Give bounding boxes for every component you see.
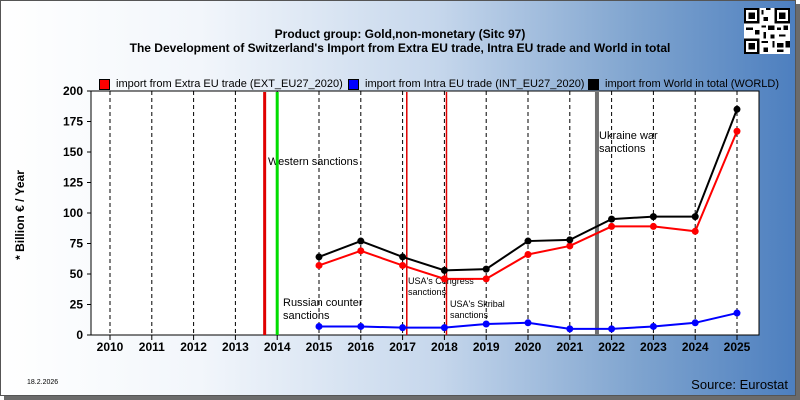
qr-code-icon xyxy=(744,8,790,54)
event-label-1: Russian counter sanctions xyxy=(283,297,363,322)
data-point-s2-2015 xyxy=(315,253,323,261)
data-point-s1-2023 xyxy=(649,322,657,330)
event-label-2: USA's Congress sanctions xyxy=(408,276,474,297)
legend-item-extra-eu: import from Extra EU trade (EXT_EU27_202… xyxy=(99,77,343,91)
x-tick-label-2019: 2019 xyxy=(473,340,500,354)
data-point-s1-2017 xyxy=(399,324,407,332)
data-point-s0-2022 xyxy=(608,222,616,230)
x-tick-label-2024: 2024 xyxy=(682,340,709,354)
y-tick-label-75: 75 xyxy=(70,237,84,251)
data-point-s0-2018 xyxy=(440,275,448,283)
data-point-s1-2016 xyxy=(357,322,365,330)
x-tick-label-2023: 2023 xyxy=(640,340,667,354)
data-point-s2-2023 xyxy=(649,213,657,221)
y-tick-label-50: 50 xyxy=(70,267,84,281)
legend: import from Extra EU trade (EXT_EU27_202… xyxy=(0,0,800,100)
legend-item-intra-eu: import from Intra EU trade (INT_EU27_202… xyxy=(348,77,584,91)
data-point-s2-2019 xyxy=(482,265,490,273)
y-tick-label-150: 150 xyxy=(63,145,83,159)
data-point-s1-2019 xyxy=(482,320,490,328)
x-tick-label-2013: 2013 xyxy=(222,340,249,354)
x-tick-label-2014: 2014 xyxy=(264,340,291,354)
chart-title: Product group: Gold,non-monetary (Sitc 9… xyxy=(274,27,526,41)
data-point-s2-2022 xyxy=(608,215,616,223)
data-point-s2-2020 xyxy=(524,237,532,245)
x-tick-label-2025: 2025 xyxy=(724,340,751,354)
x-tick-label-2015: 2015 xyxy=(306,340,333,354)
y-tick-label-125: 125 xyxy=(63,176,83,190)
y-tick-label-100: 100 xyxy=(63,206,83,220)
data-point-s2-2018 xyxy=(440,266,448,274)
plot-area xyxy=(90,90,760,336)
data-point-s1-2018 xyxy=(440,324,448,332)
source-note: Source: Eurostat xyxy=(691,377,788,392)
legend-label-world: import from World in total (WORLD) xyxy=(605,78,779,90)
event-label-4: Ukraine war sanctions xyxy=(599,130,658,155)
data-point-s0-2021 xyxy=(566,242,574,250)
x-tick-label-2010: 2010 xyxy=(97,340,124,354)
data-point-s0-2017 xyxy=(399,261,407,269)
x-tick-label-2017: 2017 xyxy=(389,340,416,354)
data-point-s0-2025 xyxy=(733,127,741,135)
legend-label-intra-eu: import from Intra EU trade (INT_EU27_202… xyxy=(365,78,585,90)
data-point-s0-2019 xyxy=(482,275,490,283)
y-tick-label-0: 0 xyxy=(76,328,83,342)
x-tick-label-2020: 2020 xyxy=(515,340,542,354)
legend-item-world: import from World in total (WORLD) xyxy=(588,77,779,91)
data-point-s1-2025 xyxy=(733,309,741,317)
legend-label-extra-eu: import from Extra EU trade (EXT_EU27_202… xyxy=(116,78,343,90)
legend-swatch-red xyxy=(99,78,110,90)
data-point-s1-2020 xyxy=(524,319,532,327)
data-point-s0-2023 xyxy=(649,222,657,230)
x-tick-label-2018: 2018 xyxy=(431,340,458,354)
data-point-s0-2024 xyxy=(691,227,699,235)
x-tick-label-2016: 2016 xyxy=(347,340,374,354)
data-point-s2-2021 xyxy=(566,236,574,244)
data-point-s1-2021 xyxy=(566,325,574,333)
y-tick-label-200: 200 xyxy=(63,84,83,98)
x-tick-label-2022: 2022 xyxy=(598,340,625,354)
x-tick-label-2011: 2011 xyxy=(139,340,165,354)
y-tick-label-25: 25 xyxy=(70,298,84,312)
data-point-s2-2025 xyxy=(733,105,741,113)
data-point-s2-2017 xyxy=(399,253,407,261)
date-stamp: 18.2.2026 xyxy=(27,379,59,386)
data-point-s2-2016 xyxy=(357,237,365,245)
event-label-3: USA's Skribal sanctions xyxy=(450,299,505,320)
data-point-s2-2024 xyxy=(691,213,699,221)
data-point-s1-2022 xyxy=(608,325,616,333)
chart-subtitle: The Development of Switzerland's Import … xyxy=(129,41,671,55)
data-point-s1-2015 xyxy=(315,322,323,330)
legend-swatch-black xyxy=(588,78,599,90)
x-tick-label-2012: 2012 xyxy=(180,340,207,354)
legend-swatch-blue xyxy=(348,78,359,90)
data-point-s1-2024 xyxy=(691,319,699,327)
x-tick-label-2021: 2021 xyxy=(556,340,583,354)
y-tick-label-175: 175 xyxy=(63,115,83,129)
event-label-0: Western sanctions xyxy=(268,156,359,168)
data-point-s0-2020 xyxy=(524,250,532,258)
data-point-s0-2015 xyxy=(315,261,323,269)
data-point-s0-2016 xyxy=(357,247,365,255)
